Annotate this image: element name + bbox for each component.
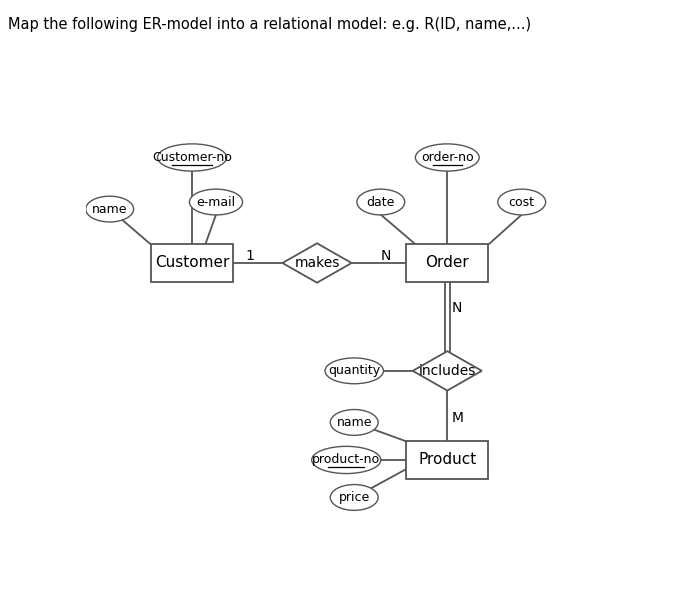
Text: price: price xyxy=(339,491,370,504)
FancyBboxPatch shape xyxy=(406,244,488,282)
Polygon shape xyxy=(413,351,482,390)
Polygon shape xyxy=(283,244,351,283)
Ellipse shape xyxy=(158,144,226,171)
Text: order-no: order-no xyxy=(421,151,473,164)
Text: includes: includes xyxy=(418,364,476,378)
Text: Customer: Customer xyxy=(155,256,229,270)
Text: 1: 1 xyxy=(246,249,254,263)
Text: N: N xyxy=(451,301,462,314)
Text: product-no: product-no xyxy=(312,454,380,466)
Text: name: name xyxy=(337,416,372,429)
Ellipse shape xyxy=(189,189,243,215)
Text: Order: Order xyxy=(425,256,469,270)
Ellipse shape xyxy=(86,196,134,222)
Text: cost: cost xyxy=(509,195,534,208)
Ellipse shape xyxy=(498,189,545,215)
Text: date: date xyxy=(366,195,395,208)
Ellipse shape xyxy=(325,358,383,384)
Text: Customer-no: Customer-no xyxy=(152,151,232,164)
Text: e-mail: e-mail xyxy=(196,195,235,208)
FancyBboxPatch shape xyxy=(406,441,488,479)
Ellipse shape xyxy=(415,144,479,171)
Text: M: M xyxy=(451,410,464,424)
Text: makes: makes xyxy=(294,256,340,270)
Ellipse shape xyxy=(311,446,381,474)
Ellipse shape xyxy=(357,189,405,215)
Text: quantity: quantity xyxy=(328,364,380,378)
Text: N: N xyxy=(381,249,391,263)
Text: Product: Product xyxy=(418,452,476,468)
Text: name: name xyxy=(92,203,128,216)
Ellipse shape xyxy=(331,409,378,435)
Text: Map the following ER-model into a relational model: e.g. R(ID, name,...): Map the following ER-model into a relati… xyxy=(8,17,532,32)
Ellipse shape xyxy=(331,485,378,510)
FancyBboxPatch shape xyxy=(151,244,233,282)
